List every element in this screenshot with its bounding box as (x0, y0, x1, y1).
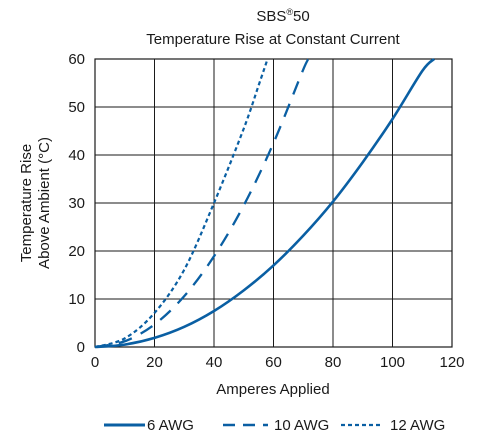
legend: 6 AWG 10 AWG 12 AWG (104, 417, 445, 434)
y-tick-label: 30 (68, 195, 85, 212)
y-tick-label: 50 (68, 99, 85, 116)
grid-lines (94, 58, 453, 348)
plot-area-frame (94, 58, 453, 348)
y-axis-label-line1: Temperature Rise (18, 144, 35, 262)
x-axis-label: Amperes Applied (216, 381, 329, 398)
x-tick-label: 0 (91, 354, 99, 371)
x-tick-label: 40 (206, 354, 223, 371)
y-tick-label: 10 (68, 291, 85, 308)
y-axis-label-line2: Above Ambient (°C) (36, 137, 53, 269)
x-tick-label: 120 (439, 354, 464, 371)
x-tick-label: 20 (146, 354, 163, 371)
x-tick-label: 60 (265, 354, 282, 371)
x-axis-ticks: 0 20 40 60 80 100 120 (91, 354, 465, 371)
y-axis-ticks: 0 10 20 30 40 50 60 (68, 51, 85, 356)
legend-label-10-awg: 10 AWG (274, 417, 329, 434)
chart-subtitle: Temperature Rise at Constant Current (146, 31, 400, 48)
series-line-10-awg (94, 58, 311, 349)
x-tick-label: 80 (325, 354, 342, 371)
series-line-6-awg (94, 58, 436, 349)
series-lines (94, 58, 436, 349)
y-tick-label: 40 (68, 147, 85, 164)
x-tick-label: 100 (380, 354, 405, 371)
legend-label-6-awg: 6 AWG (147, 417, 194, 434)
y-tick-label: 60 (68, 51, 85, 68)
y-tick-label: 0 (77, 339, 85, 356)
legend-label-12-awg: 12 AWG (390, 417, 445, 434)
chart-title: SBS®50 (256, 7, 309, 25)
y-tick-label: 20 (68, 243, 85, 260)
series-line-12-awg (94, 58, 269, 349)
